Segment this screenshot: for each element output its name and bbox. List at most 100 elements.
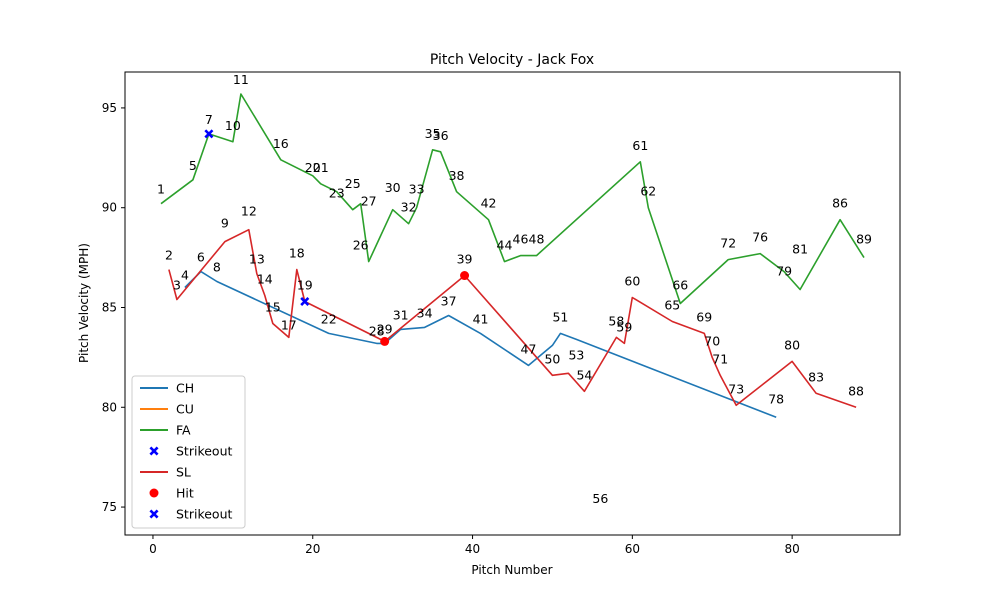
pitch-number-label: 15 (265, 299, 281, 314)
pitch-number-label: 12 (241, 204, 257, 219)
pitch-number-label: 7 (205, 112, 213, 127)
legend-entry: SL (140, 465, 191, 480)
pitch-number-label: 70 (704, 333, 720, 348)
pitch-number-label: 59 (616, 319, 632, 334)
pitch-number-label: 35 (425, 126, 441, 141)
pitch-number-label: 60 (624, 274, 640, 289)
pitch-number-label: 80 (784, 337, 800, 352)
pitch-number-label: 10 (225, 118, 241, 133)
legend-entry: CH (140, 381, 194, 396)
legend-entry: FA (140, 423, 191, 438)
pitch-number-label: 18 (289, 246, 305, 261)
y-tick-label: 75 (102, 500, 117, 514)
pitch-number-label: 13 (249, 252, 265, 267)
pitch-number-label: 47 (521, 341, 537, 356)
legend-label: CH (176, 381, 194, 396)
pitch-number-label: 33 (409, 182, 425, 197)
legend-box (131, 375, 246, 529)
hit-marker (380, 336, 390, 346)
pitch-number-label: 62 (640, 184, 656, 199)
legend-entry: Hit (149, 486, 194, 501)
pitch-number-label: 8 (213, 260, 221, 275)
x-tick-label: 60 (625, 542, 640, 556)
pitch-number-label: 37 (441, 294, 457, 309)
series-line-ch (184, 270, 777, 419)
pitch-number-label: 48 (529, 232, 545, 247)
legend-swatch (149, 488, 159, 498)
pitch-number-label: 2 (165, 248, 173, 263)
y-tick-label: 90 (102, 201, 117, 215)
pitch-number-label: 79 (776, 264, 792, 279)
pitch-number-label: 4 (181, 268, 189, 283)
pitch-number-label: 6 (197, 250, 205, 265)
pitch-number-label: 42 (481, 196, 497, 211)
pitch-number-label: 38 (449, 168, 465, 183)
pitch-number-label: 31 (393, 307, 409, 322)
pitch-number-label: 73 (728, 381, 744, 396)
pitch-number-label: 69 (696, 309, 712, 324)
legend-label: CU (176, 402, 194, 417)
pitch-number-label: 36 (433, 128, 449, 143)
pitch-number-label: 51 (552, 309, 568, 324)
pitch-number-label: 54 (576, 367, 592, 382)
legend-entry: Strikeout (149, 507, 233, 522)
pitch-number-label: 65 (664, 297, 680, 312)
pitch-number-label: 25 (345, 176, 361, 191)
pitch-number-label: 72 (720, 236, 736, 251)
pitch-number-label: 39 (457, 252, 473, 267)
pitch-number-label: 32 (401, 200, 417, 215)
chart-title: Pitch Velocity - Jack Fox (430, 52, 594, 68)
pitch-number-label: 22 (321, 311, 337, 326)
strikeout-marker (204, 129, 214, 139)
y-tick-label: 80 (102, 400, 117, 414)
pitch-number-label: 41 (473, 311, 489, 326)
pitch-number-label: 89 (856, 232, 872, 247)
legend-label: FA (176, 423, 191, 438)
pitch-number-label: 23 (329, 186, 345, 201)
legend-label: Strikeout (176, 444, 233, 459)
strikeout-marker (300, 296, 310, 307)
pitch-number-label: 30 (385, 180, 401, 195)
hit-marker (460, 271, 470, 281)
pitch-number-label: 86 (832, 196, 848, 211)
pitch-number-label: 16 (273, 136, 289, 151)
pitch-number-label: 1 (157, 182, 165, 197)
x-tick-label: 0 (149, 542, 157, 556)
legend-label: Strikeout (176, 507, 233, 522)
pitch-number-label: 19 (297, 278, 313, 293)
plot-frame (124, 71, 901, 536)
pitch-number-label: 5 (189, 158, 197, 173)
series-line-fa (160, 93, 865, 305)
pitch-number-label: 17 (281, 317, 297, 332)
pitch-number-label: 81 (792, 242, 808, 257)
pitch-number-label: 29 (377, 321, 393, 336)
pitch-number-label: 26 (353, 238, 369, 253)
pitch-number-label: 71 (712, 351, 728, 366)
legend-entry: Strikeout (149, 444, 233, 459)
pitch-number-label: 53 (568, 347, 584, 362)
legend-label: SL (176, 465, 191, 480)
pitch-number-label: 3 (173, 278, 181, 293)
pitch-number-label: 28 (369, 323, 385, 338)
pitch-number-label: 27 (361, 194, 377, 209)
x-tick-label: 20 (305, 542, 320, 556)
x-tick-label: 40 (465, 542, 480, 556)
series-line-sl (168, 228, 857, 409)
pitch-number-label: 56 (592, 491, 608, 506)
legend: CH CU FA Strikeout SL Hit Strikeout (131, 375, 246, 529)
pitch-number-label: 20 (305, 160, 321, 175)
pitch-number-label: 83 (808, 369, 824, 384)
pitch-number-label: 14 (257, 272, 273, 287)
y-tick-label: 85 (102, 300, 117, 314)
pitch-number-label: 46 (513, 232, 529, 247)
pitch-number-label: 88 (848, 383, 864, 398)
pitch-number-label: 21 (313, 160, 329, 175)
legend-swatch (149, 509, 159, 519)
x-axis-title: Pitch Number (471, 563, 552, 577)
pitch-number-label: 76 (752, 230, 768, 245)
legend-entry: CU (140, 402, 194, 417)
pitch-number-label: 9 (221, 216, 229, 231)
pitch-number-label: 44 (497, 238, 513, 253)
x-tick-label: 80 (784, 542, 799, 556)
